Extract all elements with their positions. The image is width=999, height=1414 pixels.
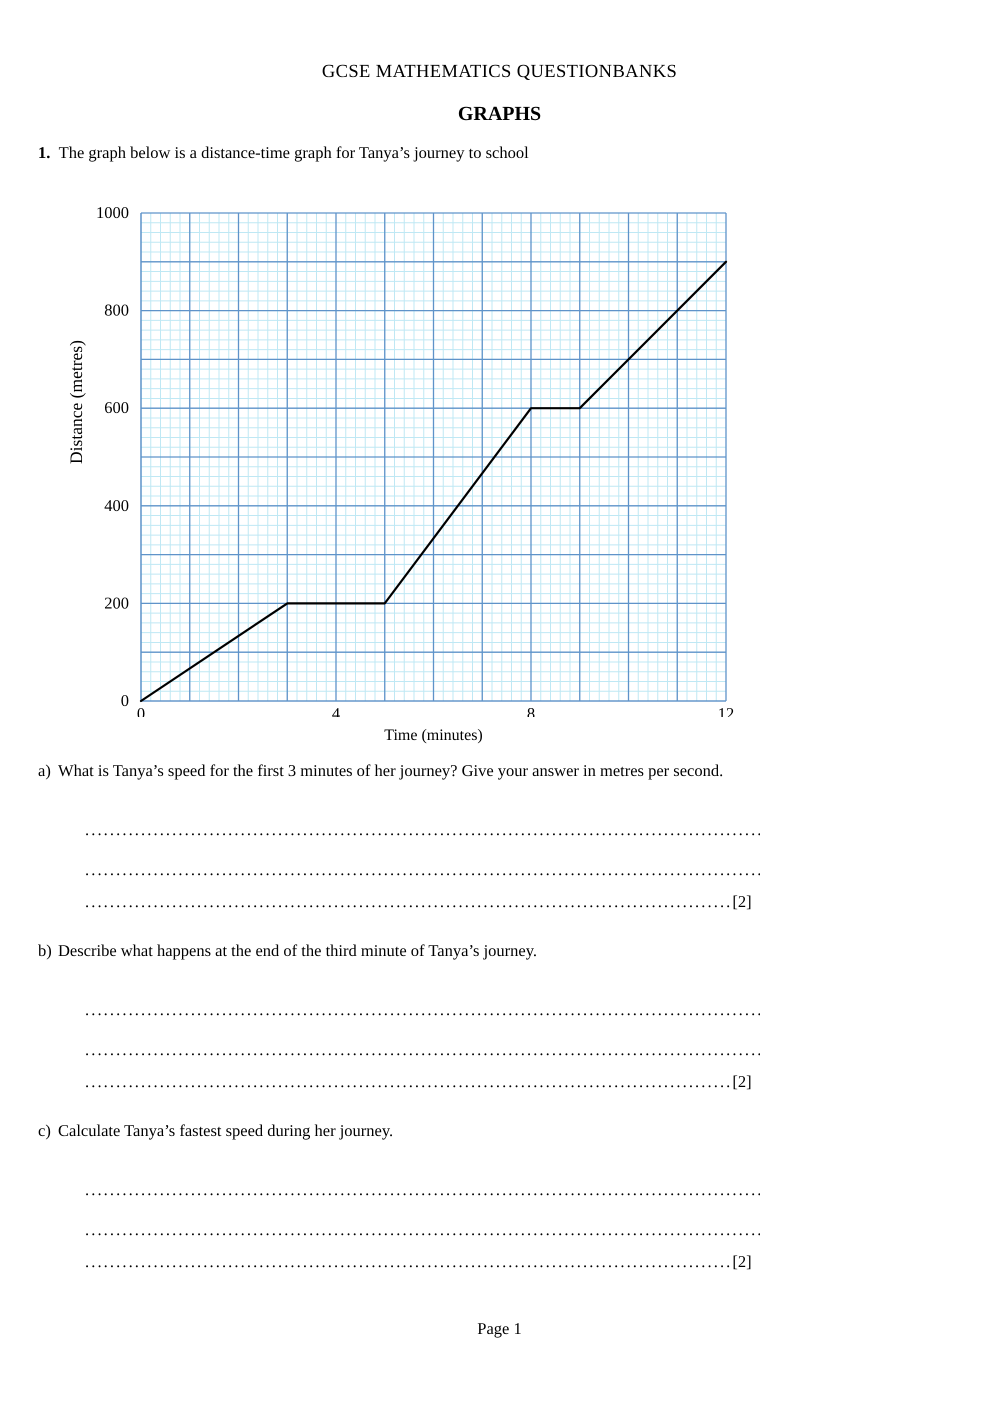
svg-text:200: 200 (104, 593, 129, 612)
svg-text:800: 800 (104, 301, 129, 320)
svg-text:0: 0 (121, 691, 129, 710)
svg-text:8: 8 (527, 704, 535, 717)
svg-text:600: 600 (104, 398, 129, 417)
svg-text:12: 12 (718, 704, 735, 717)
svg-text:400: 400 (104, 496, 129, 515)
svg-text:4: 4 (332, 704, 340, 717)
svg-text:1000: 1000 (96, 203, 129, 222)
svg-text:0: 0 (137, 704, 145, 717)
